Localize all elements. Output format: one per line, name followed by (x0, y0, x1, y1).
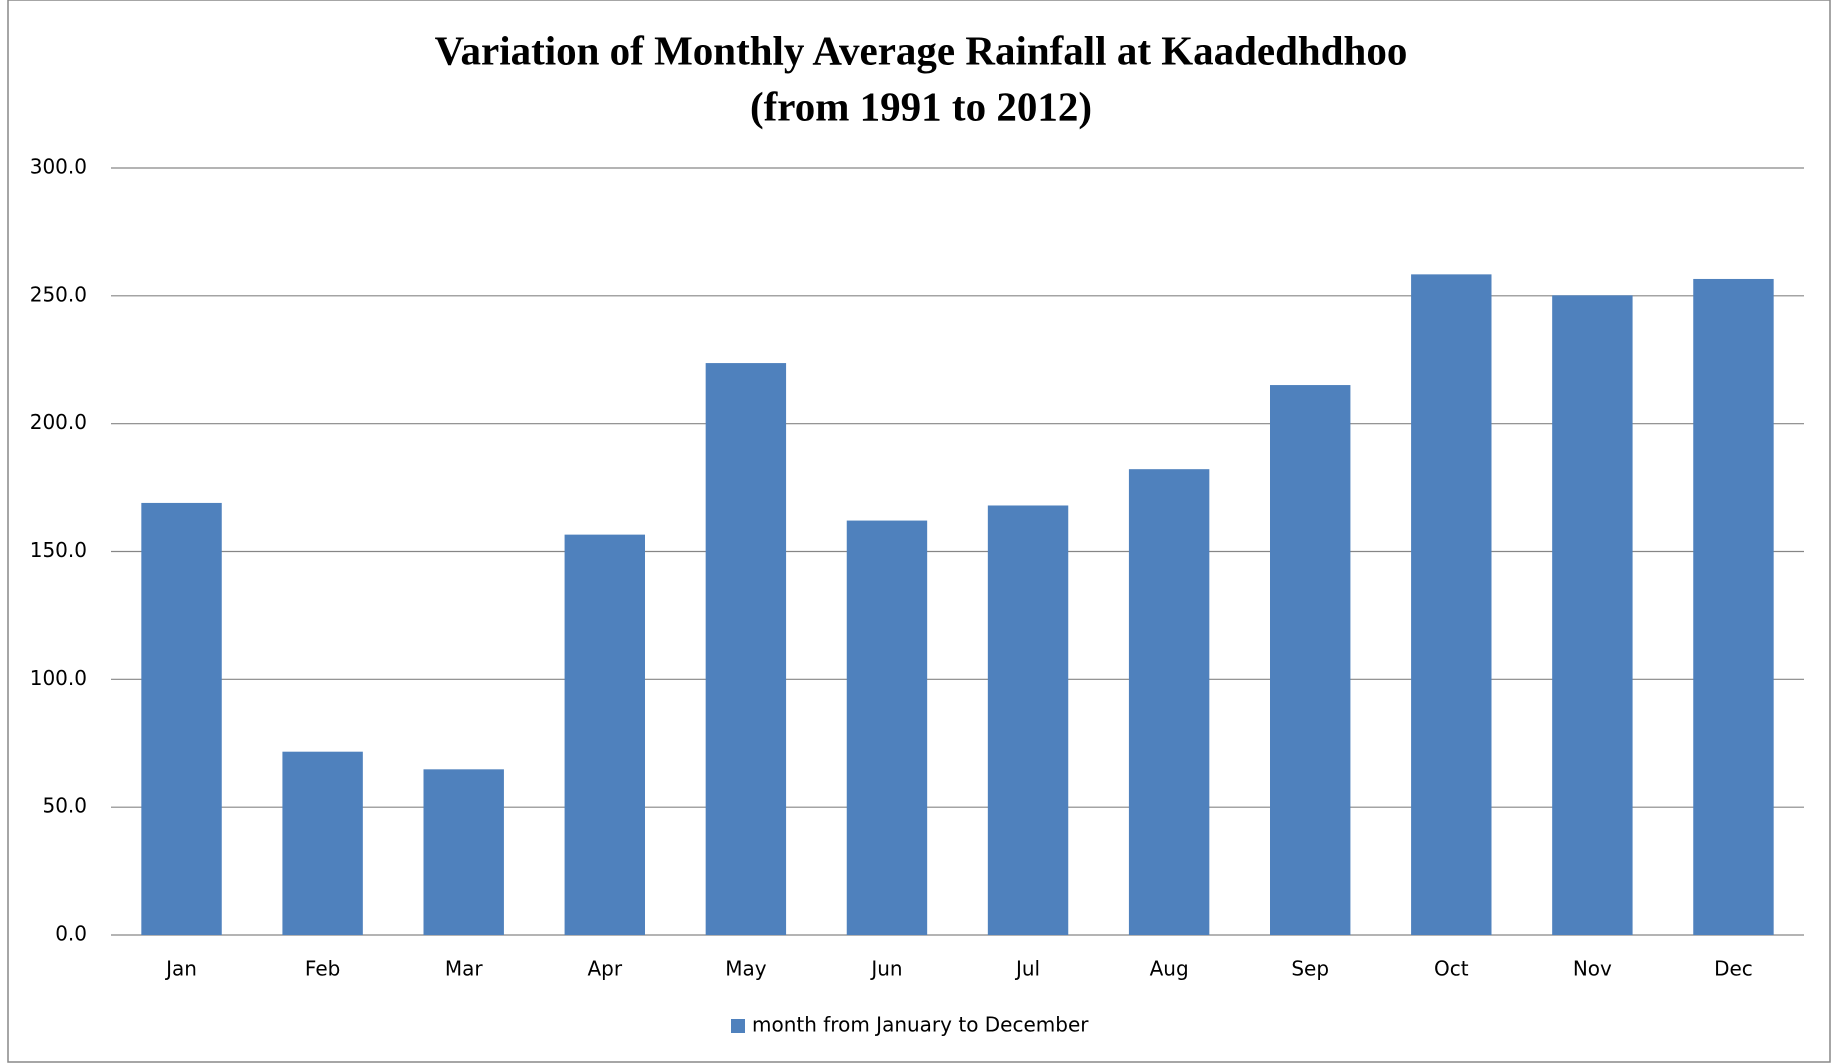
x-tick-label: Oct (1434, 957, 1469, 981)
x-tick-label: Jan (164, 957, 197, 981)
bar (705, 363, 787, 935)
y-tick-label: 300.0 (30, 155, 87, 179)
x-tick-label: Jun (869, 957, 902, 981)
chart-border (7, 0, 1831, 1063)
y-tick-label: 250.0 (30, 282, 87, 306)
chart-subtitle: (from 1991 to 2012) (750, 83, 1092, 129)
y-tick-label: 50.0 (42, 794, 87, 818)
bar (423, 769, 504, 935)
x-tick-label: Mar (445, 957, 484, 981)
x-tick-label: Sep (1291, 957, 1329, 981)
x-tick-label: Feb (305, 957, 340, 981)
bar (846, 520, 928, 935)
x-tick-label: Apr (587, 957, 622, 981)
x-tick-label: Dec (1714, 957, 1753, 981)
x-tick-label: Aug (1150, 957, 1189, 981)
y-tick-label: 0.0 (55, 922, 87, 946)
y-tick-label: 150.0 (30, 538, 87, 562)
legend-label: month from January to December (752, 1013, 1089, 1037)
x-tick-label: Jul (1014, 957, 1040, 981)
bar (1269, 385, 1351, 935)
bar (1552, 295, 1633, 935)
bar (141, 502, 222, 935)
x-tick-label: May (725, 957, 767, 981)
bar (1411, 274, 1492, 936)
bar (282, 751, 363, 935)
y-tick-label: 200.0 (30, 410, 87, 434)
y-tick-label: 100.0 (30, 666, 87, 690)
x-tick-label: Nov (1573, 957, 1612, 981)
chart-title: Variation of Monthly Average Rainfall at… (435, 27, 1408, 73)
legend-swatch (731, 1019, 745, 1033)
bar (564, 534, 646, 935)
bar (1693, 278, 1774, 935)
bar (987, 505, 1069, 935)
bar (1128, 469, 1210, 935)
